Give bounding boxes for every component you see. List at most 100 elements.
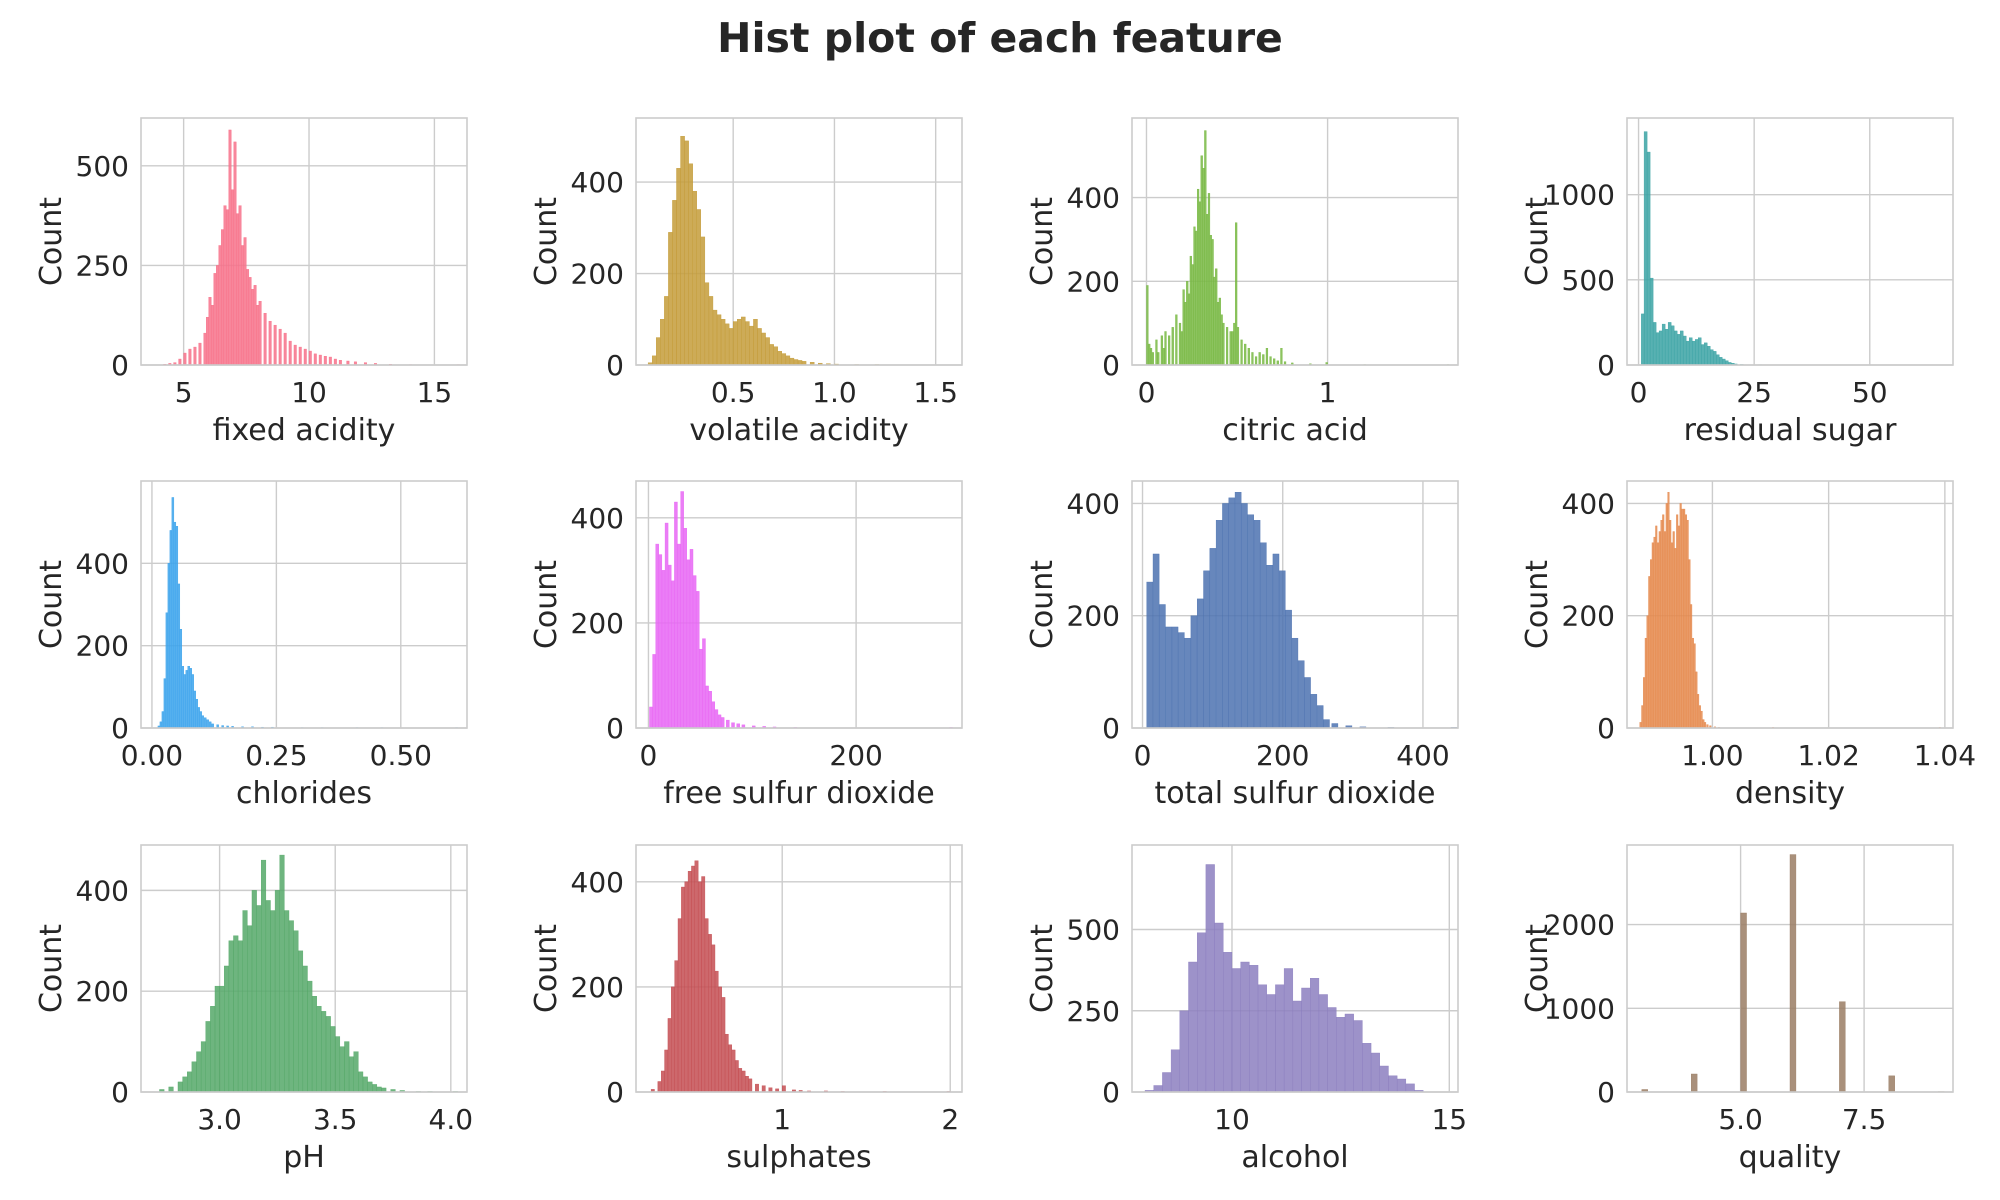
density-bar — [1676, 514, 1679, 729]
residual-sugar-bar — [1685, 340, 1690, 366]
density-bar — [1690, 604, 1693, 729]
ph-bar — [187, 1071, 193, 1093]
density-bar — [1672, 531, 1675, 729]
alcohol-bar — [1379, 1065, 1389, 1093]
sulphates-bar — [711, 944, 716, 1093]
residual-sugar-bar — [1667, 322, 1672, 366]
x-tick-label: 1.5 — [913, 376, 958, 409]
total-sulfur-dioxide-bar — [1285, 609, 1292, 729]
alcohol-bar — [1353, 1020, 1363, 1093]
ph-bar — [261, 859, 267, 1093]
residual-sugar-bar — [1673, 330, 1678, 366]
fixed-acidity-bar — [268, 320, 272, 366]
fixed-acidity-bar — [251, 289, 255, 366]
chlorides-bar — [197, 707, 200, 729]
fixed-acidity-bar — [278, 328, 282, 366]
fixed-acidity-bar — [273, 324, 277, 366]
citric-acid-bar — [1240, 339, 1243, 366]
volatile-acidity-bar — [700, 236, 706, 366]
x-tick-label: 15 — [417, 376, 453, 409]
citric-acid-bar — [1178, 322, 1182, 366]
citric-acid-bar — [1225, 327, 1229, 366]
y-axis-label: Count — [1025, 197, 1060, 286]
y-tick-label: 400 — [1067, 487, 1120, 520]
total-sulfur-dioxide-bar — [1316, 705, 1324, 729]
free-sulfur-dioxide-bar — [674, 501, 678, 729]
density-bar — [1660, 520, 1663, 729]
x-tick-label: 0 — [640, 739, 658, 772]
ph-bar — [302, 965, 308, 1093]
sulphates-bar — [694, 860, 699, 1093]
ph-bar — [358, 1071, 364, 1093]
chlorides-bar — [171, 497, 175, 729]
fixed-acidity-bar — [241, 245, 245, 366]
volatile-acidity-bar — [712, 309, 718, 366]
free-sulfur-dioxide-bar — [726, 719, 730, 729]
volatile-acidity-bar — [793, 359, 799, 366]
alcohol-bar — [1405, 1083, 1415, 1093]
sulphates-bar — [714, 970, 719, 1093]
x-tick-label: 0.00 — [121, 739, 183, 772]
ph-bar — [210, 1006, 216, 1093]
volatile-acidity-bar — [660, 319, 665, 366]
alcohol-bar — [1275, 984, 1285, 1093]
fixed-acidity-bar — [188, 348, 192, 366]
citric-acid-bar — [1175, 314, 1178, 366]
chlorides-bar — [161, 711, 165, 729]
total-sulfur-dioxide-bar — [1152, 553, 1160, 729]
alcohol-histogram: 10 15 0 250 500 alcohol Count — [1025, 844, 1467, 1175]
chlorides-bar — [179, 629, 183, 729]
sulphates-bar — [674, 960, 679, 1093]
chlorides-bar — [183, 674, 186, 729]
citric-acid-bar — [1220, 314, 1223, 366]
x-axis-label: density — [1735, 776, 1845, 811]
x-tick-label: 1.02 — [1797, 739, 1859, 772]
residual-sugar-bar — [1698, 337, 1702, 366]
citric-acid-bar — [1182, 289, 1185, 366]
alcohol-bar — [1301, 987, 1311, 1093]
sulphates-bar — [761, 1085, 766, 1093]
total-sulfur-dioxide-bar — [1247, 514, 1254, 729]
ph-bar — [348, 1056, 354, 1093]
sulphates-bar — [728, 1044, 732, 1093]
free-sulfur-dioxide-bar — [689, 549, 694, 729]
density-bar — [1681, 508, 1684, 729]
volatile-acidity-bar — [656, 337, 661, 366]
chlorides-bar — [167, 563, 171, 729]
ph-bar — [182, 1076, 188, 1093]
citric-acid-bar — [1180, 331, 1183, 366]
alcohol-bar — [1327, 1007, 1337, 1093]
y-tick-label: 200 — [1067, 600, 1120, 633]
residual-sugar-bar — [1652, 322, 1657, 366]
density-bar — [1641, 705, 1644, 729]
volatile-acidity-bar — [684, 140, 689, 366]
free-sulfur-dioxide-bar — [720, 717, 725, 729]
sulphates-bar — [731, 1049, 736, 1093]
alcohol-bar — [1170, 1049, 1181, 1093]
citric-acid-bar — [1196, 188, 1200, 366]
ph-bar — [311, 996, 317, 1093]
x-tick-label: 50 — [1852, 376, 1888, 409]
volatile-acidity-bar — [732, 321, 738, 366]
volatile-acidity-bar — [672, 200, 677, 366]
fixed-acidity-bar — [303, 348, 307, 366]
volatile-acidity-bar — [704, 282, 710, 366]
chlorides-bar — [187, 666, 190, 729]
total-sulfur-dioxide-bar — [1260, 542, 1267, 729]
citric-acid-bar — [1148, 343, 1151, 366]
citric-acid-bar — [1151, 352, 1154, 366]
total-sulfur-dioxide-bar — [1215, 520, 1223, 729]
total-sulfur-dioxide-bar — [1266, 565, 1273, 729]
citric-acid-bar — [1269, 356, 1272, 366]
density-bar — [1679, 503, 1682, 729]
y-tick-label: 500 — [1067, 914, 1120, 947]
residual-sugar-bar — [1710, 349, 1714, 366]
volatile-acidity-bar — [745, 321, 750, 366]
volatile-acidity-histogram: 0.5 1.0 1.5 0 200 400 volatile acidity Count — [529, 117, 963, 448]
citric-acid-bar — [1265, 348, 1269, 366]
citric-acid-bar — [1273, 358, 1276, 366]
sulphates-bar — [684, 881, 689, 1093]
fixed-acidity-bar — [246, 269, 250, 366]
citric-acid-bar — [1198, 201, 1202, 366]
free-sulfur-dioxide-bar — [708, 691, 712, 729]
